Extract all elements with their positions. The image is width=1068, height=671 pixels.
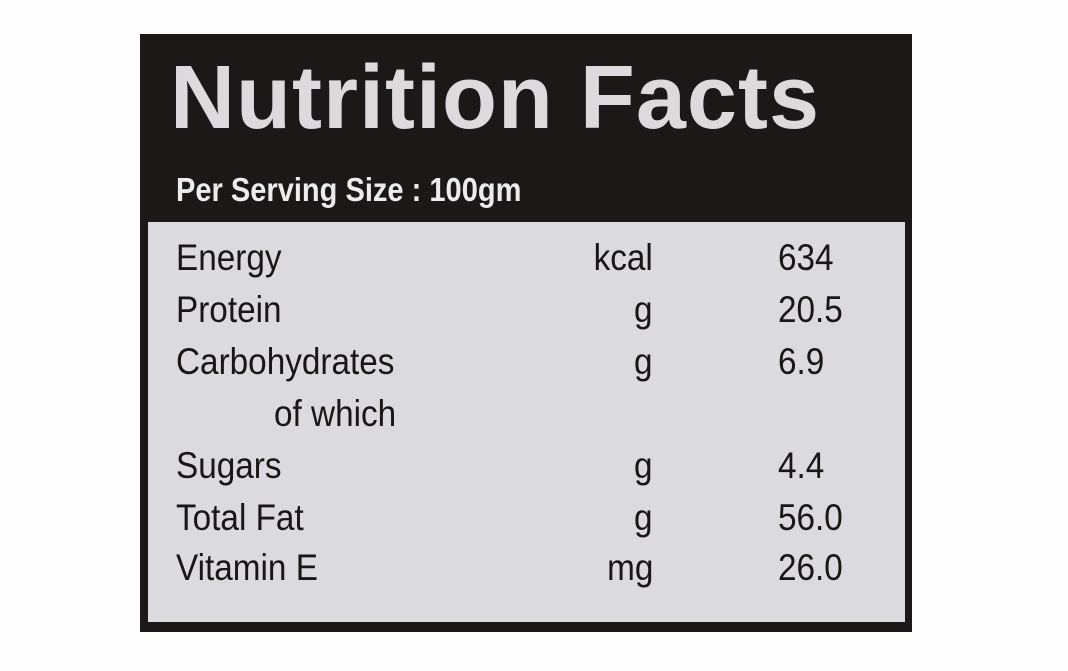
nutrient-subheading: of which: [274, 393, 397, 434]
nutrient-subheading-row: of which: [148, 388, 905, 440]
serving-size: Per Serving Size : 100gm: [176, 171, 522, 208]
nutrient-value: 4.4: [778, 445, 825, 486]
nutrient-value: 20.5: [778, 289, 843, 330]
nutrient-name: Vitamin E: [176, 547, 318, 588]
nutrient-row: Total Fat g 56.0: [148, 492, 905, 544]
nutrient-unit: mg: [606, 547, 653, 588]
label-title: Nutrition Facts: [170, 48, 821, 148]
nutrient-name: Carbohydrates: [176, 341, 395, 382]
nutrient-unit: g: [634, 289, 653, 330]
nutrient-row: Carbohydrates g 6.9: [148, 336, 905, 388]
nutrient-row: Energy kcal 634: [148, 232, 905, 284]
nutrient-value: 6.9: [778, 341, 825, 382]
nutrient-row: Protein g 20.5: [148, 284, 905, 336]
nutrient-name: Total Fat: [176, 497, 304, 538]
nutrient-value: 56.0: [778, 497, 843, 538]
nutrient-name: Protein: [176, 289, 282, 330]
nutrition-label: Nutrition Facts Per Serving Size : 100gm…: [140, 34, 912, 632]
nutrient-value: 634: [778, 237, 834, 278]
nutrient-table: Energy kcal 634 Protein g 20.5 Carbohydr…: [148, 222, 905, 622]
nutrient-value: 26.0: [778, 547, 843, 588]
nutrient-row: Vitamin E mg 26.0: [148, 542, 905, 594]
nutrient-unit: g: [634, 341, 653, 382]
nutrient-unit: g: [634, 497, 653, 538]
nutrient-row: Sugars g 4.4: [148, 440, 905, 492]
nutrient-name: Sugars: [176, 445, 282, 486]
nutrient-unit: g: [634, 445, 653, 486]
nutrient-unit: kcal: [593, 237, 653, 278]
nutrient-name: Energy: [176, 237, 282, 278]
